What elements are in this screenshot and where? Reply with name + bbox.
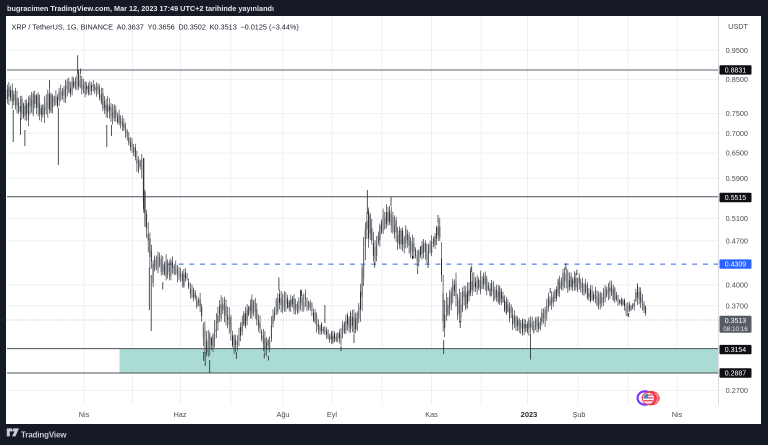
svg-text:0.9500: 0.9500 [726, 46, 748, 55]
svg-text:Ağu: Ağu [277, 410, 290, 419]
svg-text:TradingView: TradingView [21, 431, 67, 440]
svg-text:0.8500: 0.8500 [726, 75, 748, 84]
svg-text:08:10:16: 08:10:16 [723, 326, 748, 333]
svg-text:0.4000: 0.4000 [726, 280, 748, 289]
svg-text:0.2700: 0.2700 [726, 386, 748, 395]
svg-text:0.3513: 0.3513 [725, 318, 747, 325]
svg-text:bugracimen TradingView.com, Ma: bugracimen TradingView.com, Mar 12, 2023… [7, 4, 274, 13]
svg-text:0.3700: 0.3700 [726, 301, 748, 310]
svg-text:0.5515: 0.5515 [725, 195, 747, 202]
svg-text:XRP / TetherUS, 1G, BINANCE A0: XRP / TetherUS, 1G, BINANCE A0.3637 Y0.3… [12, 23, 299, 32]
svg-text:0.3154: 0.3154 [725, 347, 747, 354]
svg-text:0.4309: 0.4309 [725, 262, 747, 269]
svg-text:0.2887: 0.2887 [725, 370, 747, 377]
svg-text:USDT: USDT [728, 22, 748, 31]
svg-text:Kas: Kas [425, 410, 438, 419]
svg-text:0.7000: 0.7000 [726, 129, 748, 138]
svg-text:Nis: Nis [79, 410, 90, 419]
svg-text:0.8831: 0.8831 [725, 67, 747, 74]
svg-text:0.5100: 0.5100 [726, 214, 748, 223]
svg-text:Eyl: Eyl [327, 410, 338, 419]
svg-text:Şub: Şub [573, 410, 586, 419]
svg-text:Haz: Haz [174, 410, 187, 419]
svg-text:0.4700: 0.4700 [726, 236, 748, 245]
svg-text:0.5900: 0.5900 [726, 174, 748, 183]
svg-text:2023: 2023 [521, 410, 538, 419]
svg-text:0.7500: 0.7500 [726, 109, 748, 118]
svg-text:Nis: Nis [672, 410, 683, 419]
svg-text:0.6500: 0.6500 [726, 149, 748, 158]
